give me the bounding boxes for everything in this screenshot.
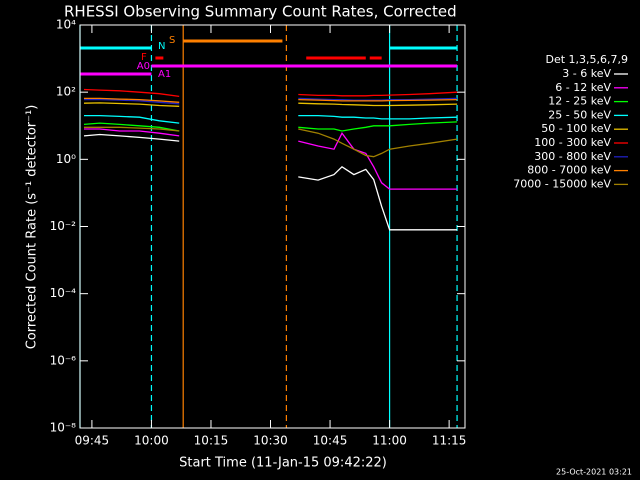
x-tick-label: 11:15 <box>432 434 467 448</box>
x-tick-label: 11:00 <box>372 434 407 448</box>
legend-label: 100 - 300 keV <box>534 136 611 149</box>
y-tick-label: 10² <box>56 85 76 99</box>
x-tick-label: 10:15 <box>194 434 229 448</box>
y-axis-label: Corrected Count Rate (s⁻¹ detector⁻¹) <box>25 105 40 350</box>
plot-frame <box>79 24 466 429</box>
x-tick-label: 10:30 <box>253 434 288 448</box>
y-tick-label: 10⁻⁶ <box>50 353 77 367</box>
series-line <box>83 121 458 132</box>
x-tick-label: 10:00 <box>134 434 169 448</box>
x-tick-label: 09:45 <box>75 434 110 448</box>
y-tick-label: 10⁰ <box>56 152 76 166</box>
chart-title: RHESSI Observing Summary Count Rates, Co… <box>64 3 457 21</box>
series-line <box>84 97 458 105</box>
flag-label: A0 <box>137 61 150 72</box>
flag-label: A1 <box>158 69 171 80</box>
series-line <box>84 128 458 190</box>
series-line <box>84 97 458 103</box>
y-tick-label: 10⁻⁴ <box>50 286 77 300</box>
legend-title: Det 1,3,5,6,7,9 <box>545 53 628 66</box>
flag-label: N <box>158 41 165 52</box>
legend-label: 7000 - 15000 keV <box>513 177 611 190</box>
series-line <box>83 88 458 98</box>
series-line <box>84 126 458 158</box>
legend-label: 12 - 25 keV <box>548 95 611 108</box>
y-tick-label: 10⁻⁸ <box>50 421 77 435</box>
legend-label: 25 - 50 keV <box>548 108 611 121</box>
flag-label: F <box>141 52 147 63</box>
x-axis-label: Start Time (11-Jan-15 09:42:22) <box>179 456 387 471</box>
y-tick-label: 10⁻² <box>50 219 77 233</box>
legend-label: 50 - 100 keV <box>541 122 611 135</box>
legend-label: 3 - 6 keV <box>562 67 611 80</box>
x-tick-label: 10:45 <box>313 434 348 448</box>
series-line <box>84 114 458 124</box>
series-line <box>83 133 458 231</box>
legend-label: 6 - 12 keV <box>555 81 611 94</box>
legend-label: 300 - 800 keV <box>534 150 611 163</box>
footer: 25-Oct-2021 03:21 <box>556 468 632 477</box>
y-tick-label: 10⁴ <box>56 18 76 32</box>
legend-label: 800 - 7000 keV <box>527 164 611 177</box>
flag-label: S <box>169 35 175 46</box>
series-line <box>83 102 458 107</box>
